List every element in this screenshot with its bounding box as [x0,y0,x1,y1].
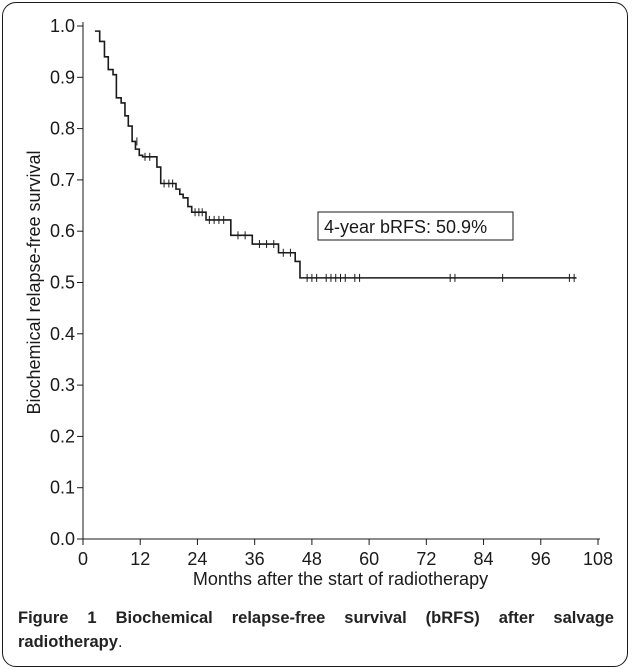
y-tick-label: 0.3 [50,375,75,395]
x-tick-label: 108 [583,549,613,569]
y-tick-label: 0.1 [50,478,75,498]
x-tick-label: 48 [302,549,322,569]
x-tick-label: 60 [359,549,379,569]
chart-axes: 0.0 0.1 0.2 0.3 0.4 0.5 0.6 0.7 0.8 0.9 1.0 0 12 24 36… [50,16,613,569]
x-axis-label: Months after the start of radiotherapy [193,569,488,589]
y-tick-label: 0.4 [50,324,75,344]
y-tick-label: 0.8 [50,119,75,139]
y-tick-label: 1.0 [50,16,75,36]
y-tick-label: 0.0 [50,529,75,549]
x-tick-label: 96 [531,549,551,569]
annotation-box [317,211,514,241]
figure-frame [2,2,628,667]
y-axis-label: Biochemical relapse-free survival [24,150,44,414]
x-tick-label: 12 [130,549,150,569]
figure-caption: Figure 1 Biochemical relapse-free surviv… [18,606,614,654]
x-tick-label: 72 [416,549,436,569]
figure-label: Figure 1 [18,609,97,627]
censor-marks [136,137,575,282]
annotation-text: 4-year bRFS: 50.9% [324,217,487,237]
y-tick-label: 0.6 [50,221,75,241]
x-tick-label: 36 [245,549,265,569]
survival-curve [94,30,577,279]
y-tick-label: 0.7 [50,170,75,190]
x-tick-label: 84 [474,549,494,569]
y-tick-label: 0.5 [50,273,75,293]
annotation-group: 4-year bRFS: 50.9% [317,211,514,241]
figure-title-end: . [117,633,123,651]
y-tick-label: 0.2 [50,426,75,446]
figure-title: Biochemical relapse-free survival (bRFS)… [18,609,614,651]
survival-chart: 0.0 0.1 0.2 0.3 0.4 0.5 0.6 0.7 0.8 0.9 1.0 0 12 24 36… [24,16,613,589]
survival-step-line [94,30,577,279]
y-tick-label: 0.9 [50,67,75,87]
x-tick-label: 0 [78,549,88,569]
x-tick-label: 24 [187,549,207,569]
